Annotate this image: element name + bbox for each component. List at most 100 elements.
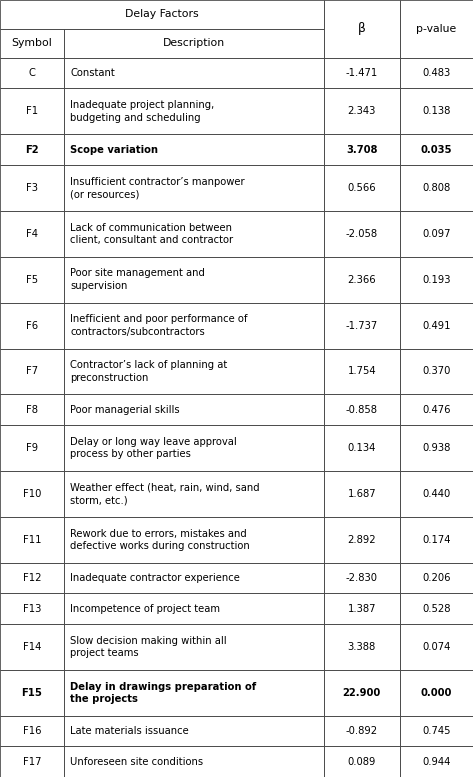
Text: 0.074: 0.074: [422, 642, 450, 652]
Text: 0.440: 0.440: [422, 489, 450, 499]
Bar: [64, 89, 324, 134]
Text: Inadequate contractor experience: Inadequate contractor experience: [70, 573, 240, 583]
Bar: [324, 89, 400, 134]
Text: F17: F17: [23, 757, 41, 767]
Bar: [64, 747, 324, 777]
Bar: [64, 57, 324, 89]
Text: Delay in drawings preparation of
the projects: Delay in drawings preparation of the pro…: [70, 681, 256, 704]
Text: Constant: Constant: [70, 68, 115, 78]
Text: 0.206: 0.206: [422, 573, 451, 583]
Text: F4: F4: [26, 228, 38, 239]
Text: F9: F9: [26, 443, 38, 453]
Bar: [324, 211, 400, 256]
Text: Delay or long way leave approval
process by other parties: Delay or long way leave approval process…: [70, 437, 237, 459]
Bar: [400, 211, 473, 256]
Bar: [64, 29, 324, 57]
Text: Slow decision making within all
project teams: Slow decision making within all project …: [70, 636, 227, 658]
Text: F14: F14: [23, 642, 41, 652]
Text: 2.343: 2.343: [348, 106, 376, 117]
Text: F11: F11: [23, 535, 41, 545]
Text: 0.944: 0.944: [422, 757, 450, 767]
Bar: [0, 471, 64, 517]
Bar: [64, 256, 324, 302]
Bar: [324, 302, 400, 349]
Text: 0.000: 0.000: [420, 688, 452, 698]
Bar: [0, 425, 64, 471]
Bar: [324, 349, 400, 395]
Bar: [64, 395, 324, 425]
Text: Inadequate project planning,
budgeting and scheduling: Inadequate project planning, budgeting a…: [70, 100, 214, 123]
Bar: [400, 563, 473, 594]
Text: Unforeseen site conditions: Unforeseen site conditions: [70, 757, 203, 767]
Text: 0.138: 0.138: [422, 106, 450, 117]
Bar: [64, 302, 324, 349]
Bar: [64, 563, 324, 594]
Text: Contractor’s lack of planning at
preconstruction: Contractor’s lack of planning at precons…: [70, 361, 227, 383]
Bar: [0, 302, 64, 349]
Bar: [400, 0, 473, 57]
Bar: [400, 670, 473, 716]
Text: 2.366: 2.366: [348, 275, 376, 284]
Text: -1.737: -1.737: [346, 321, 378, 330]
Text: 3.388: 3.388: [348, 642, 376, 652]
Bar: [0, 349, 64, 395]
Text: F2: F2: [25, 145, 39, 155]
Text: 0.808: 0.808: [422, 183, 450, 193]
Bar: [0, 256, 64, 302]
Bar: [324, 0, 400, 57]
Text: Symbol: Symbol: [11, 38, 53, 48]
Bar: [0, 57, 64, 89]
Text: Incompetence of project team: Incompetence of project team: [70, 604, 220, 614]
Text: Poor managerial skills: Poor managerial skills: [70, 405, 180, 415]
Bar: [324, 624, 400, 670]
Text: C: C: [28, 68, 35, 78]
Text: 2.892: 2.892: [348, 535, 376, 545]
Text: 0.134: 0.134: [348, 443, 376, 453]
Text: 0.174: 0.174: [422, 535, 451, 545]
Text: 3.708: 3.708: [346, 145, 377, 155]
Text: 0.476: 0.476: [422, 405, 451, 415]
Text: p-value: p-value: [416, 24, 456, 34]
Text: 0.370: 0.370: [422, 367, 450, 377]
Bar: [64, 349, 324, 395]
Text: F7: F7: [26, 367, 38, 377]
Text: 0.483: 0.483: [422, 68, 450, 78]
Text: 0.566: 0.566: [348, 183, 376, 193]
Bar: [0, 594, 64, 624]
Text: 0.089: 0.089: [348, 757, 376, 767]
Text: 0.528: 0.528: [422, 604, 451, 614]
Bar: [400, 624, 473, 670]
Text: F10: F10: [23, 489, 41, 499]
Bar: [324, 395, 400, 425]
Bar: [324, 716, 400, 747]
Bar: [400, 349, 473, 395]
Bar: [324, 471, 400, 517]
Text: F3: F3: [26, 183, 38, 193]
Bar: [324, 57, 400, 89]
Bar: [324, 256, 400, 302]
Text: Inefficient and poor performance of
contractors/subcontractors: Inefficient and poor performance of cont…: [70, 315, 247, 336]
Bar: [64, 425, 324, 471]
Bar: [400, 89, 473, 134]
Bar: [400, 302, 473, 349]
Text: Lack of communication between
client, consultant and contractor: Lack of communication between client, co…: [70, 222, 233, 245]
Bar: [64, 670, 324, 716]
Bar: [324, 747, 400, 777]
Text: β: β: [358, 23, 366, 36]
Text: Scope variation: Scope variation: [70, 145, 158, 155]
Text: -0.892: -0.892: [346, 726, 378, 736]
Bar: [324, 425, 400, 471]
Bar: [400, 57, 473, 89]
Text: 0.745: 0.745: [422, 726, 451, 736]
Bar: [324, 563, 400, 594]
Text: 22.900: 22.900: [343, 688, 381, 698]
Text: Rework due to errors, mistakes and
defective works during construction: Rework due to errors, mistakes and defec…: [70, 528, 250, 551]
Bar: [324, 134, 400, 165]
Text: Late materials issuance: Late materials issuance: [70, 726, 189, 736]
Bar: [0, 89, 64, 134]
Text: Weather effect (heat, rain, wind, sand
storm, etc.): Weather effect (heat, rain, wind, sand s…: [70, 483, 260, 505]
Bar: [400, 134, 473, 165]
Bar: [64, 716, 324, 747]
Bar: [64, 134, 324, 165]
Bar: [64, 517, 324, 563]
